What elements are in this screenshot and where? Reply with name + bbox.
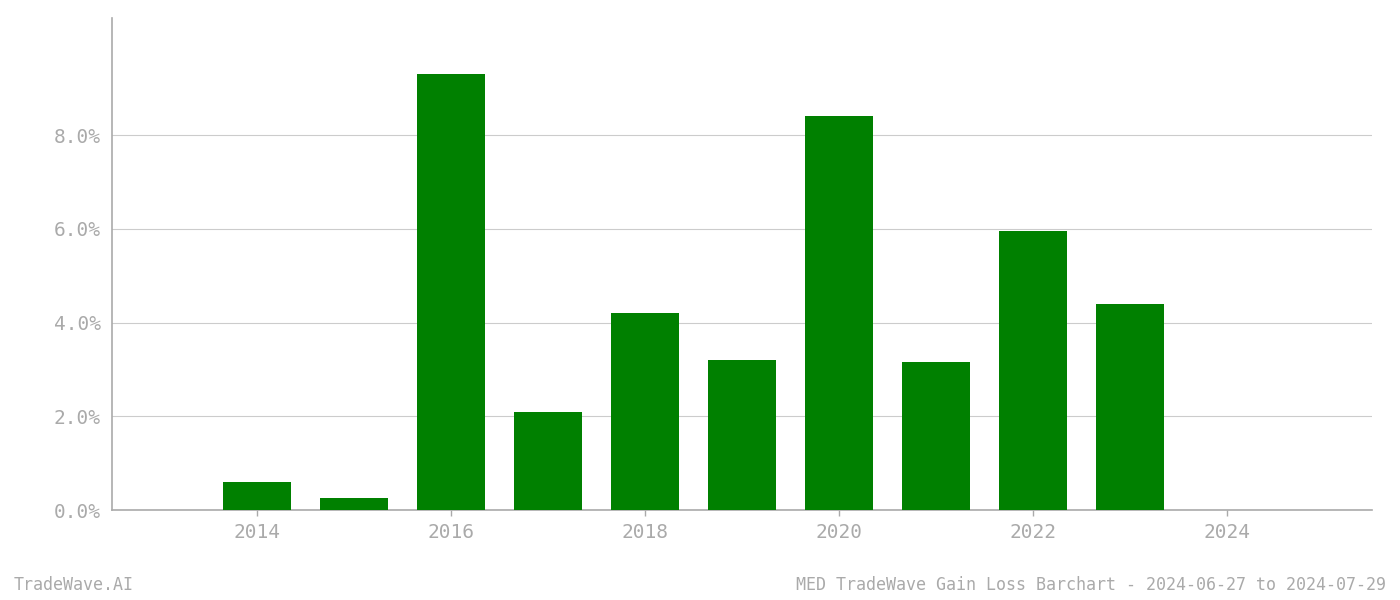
Bar	[805, 116, 872, 510]
Bar	[514, 412, 582, 510]
Text: MED TradeWave Gain Loss Barchart - 2024-06-27 to 2024-07-29: MED TradeWave Gain Loss Barchart - 2024-…	[797, 576, 1386, 594]
Bar	[417, 74, 486, 510]
Bar	[708, 360, 776, 510]
Bar	[902, 362, 970, 510]
Bar	[224, 482, 291, 510]
Bar	[998, 231, 1067, 510]
Bar	[321, 498, 388, 510]
Bar	[1096, 304, 1163, 510]
Bar	[612, 313, 679, 510]
Text: TradeWave.AI: TradeWave.AI	[14, 576, 134, 594]
